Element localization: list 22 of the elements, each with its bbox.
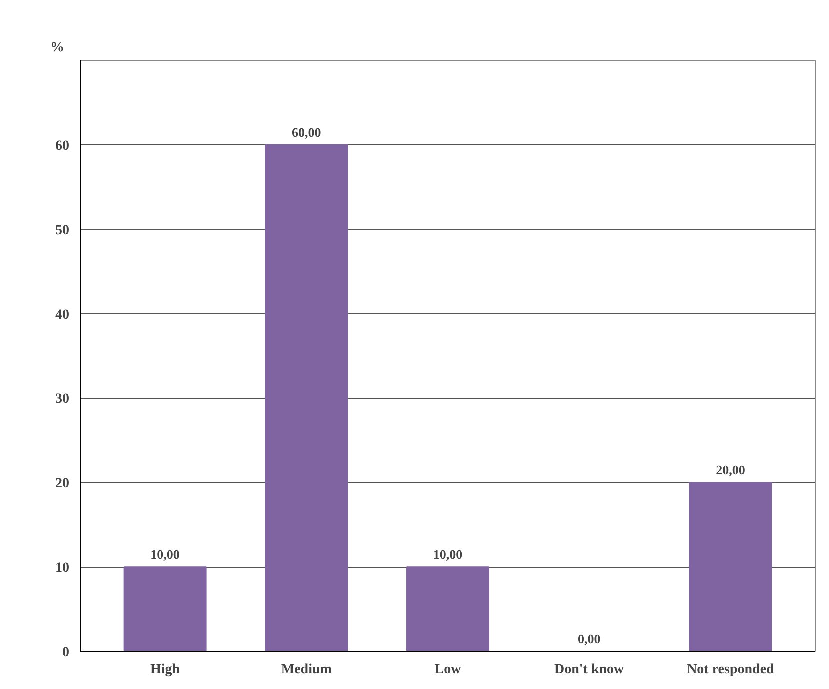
data-label: 20,00	[716, 462, 746, 478]
bar	[689, 482, 772, 652]
y-tick-label: 20	[56, 476, 70, 492]
y-tick-label: 40	[56, 308, 70, 323]
bar	[124, 566, 207, 652]
data-label: 10,00	[433, 547, 463, 562]
data-label: 60,00	[292, 124, 322, 140]
y-tick-label: 10	[56, 561, 70, 576]
x-tick-label: Not responded	[687, 662, 775, 678]
y-tick-label: 60	[56, 138, 70, 154]
data-label: 10,00	[150, 547, 180, 562]
bar	[265, 144, 348, 652]
x-tick-label: Don't know	[554, 662, 626, 678]
bar	[406, 566, 490, 652]
x-tick-label: High	[150, 662, 180, 678]
x-tick-label: Medium	[281, 662, 332, 678]
data-label: 0,00	[578, 632, 601, 646]
y-tick-label: 50	[56, 223, 70, 238]
y-tick-label: 30	[56, 392, 70, 408]
y-axis-title: %	[50, 40, 64, 56]
y-tick-label: 0	[62, 646, 70, 660]
x-tick-label: Low	[434, 662, 462, 678]
